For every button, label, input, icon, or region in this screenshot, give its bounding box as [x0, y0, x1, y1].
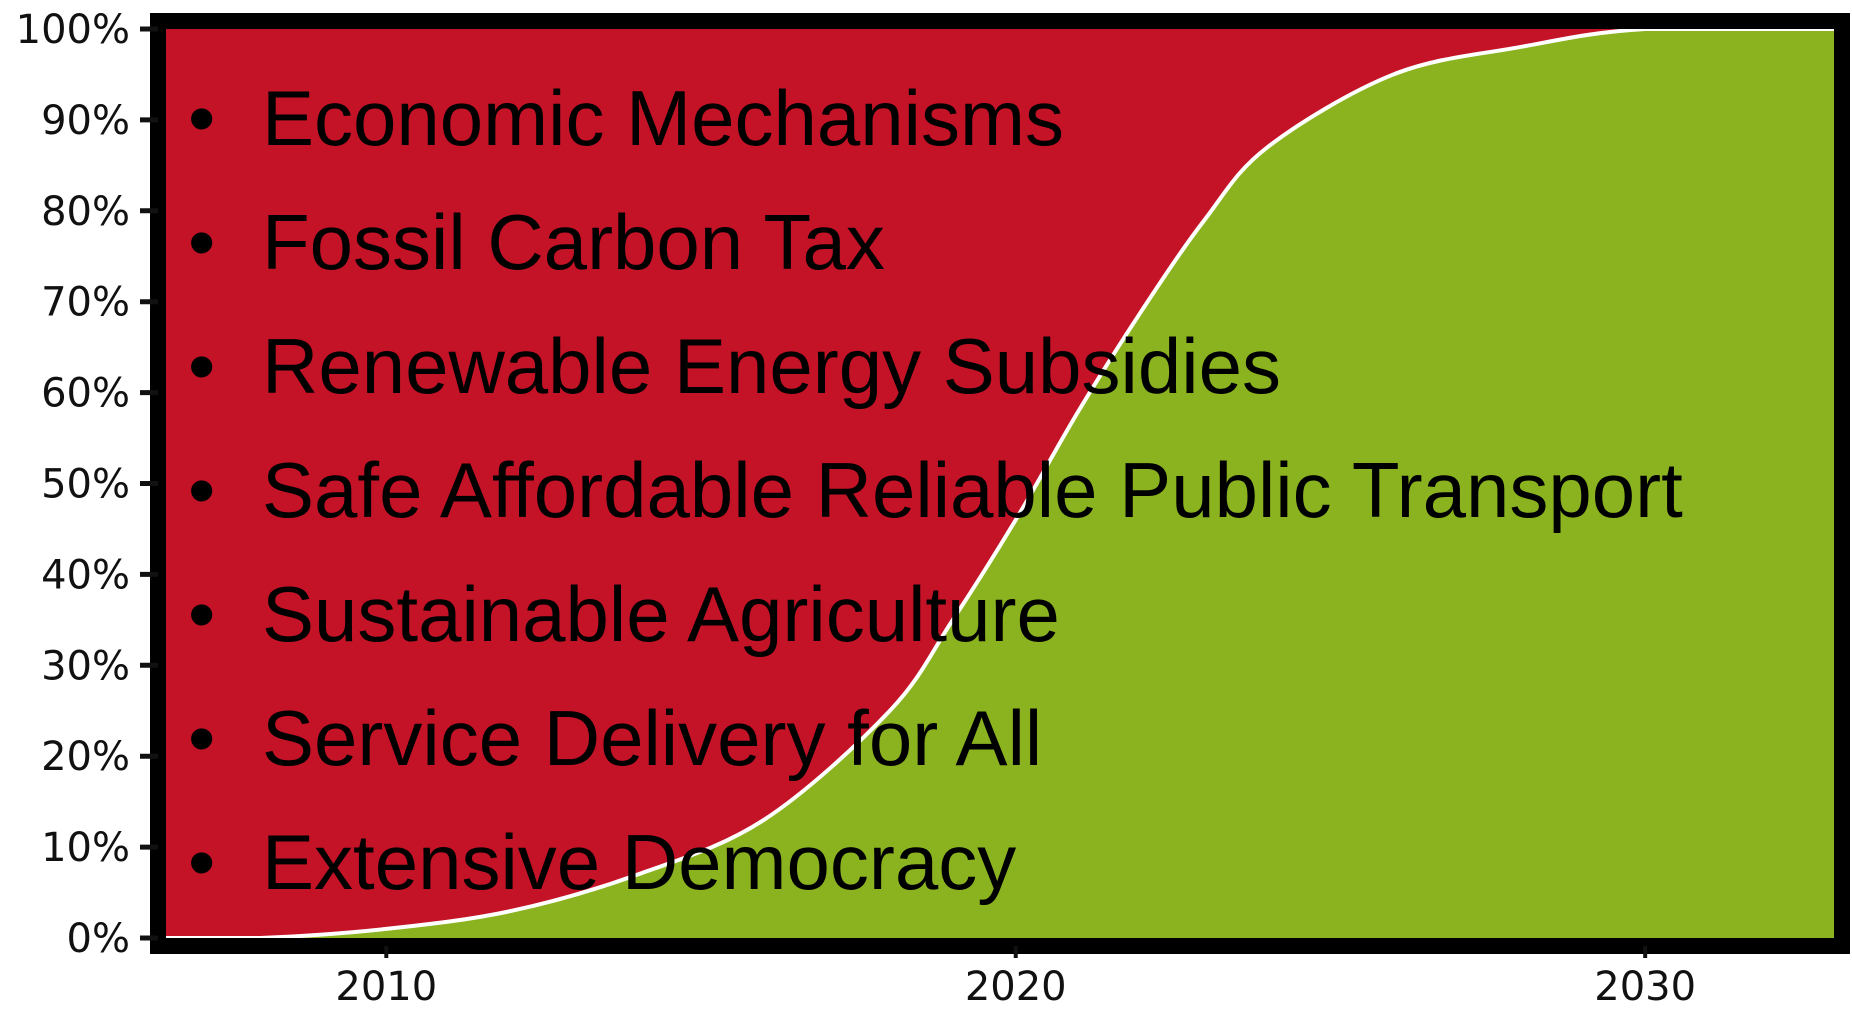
- annotation-item: Renewable Energy Subsidies: [262, 322, 1281, 410]
- x-tick-label: 2030: [1594, 964, 1696, 1010]
- annotation-item: Extensive Democracy: [262, 818, 1016, 906]
- y-tick-label: 50%: [41, 462, 130, 508]
- annotation-bullet: •: [188, 74, 215, 162]
- annotation-bullet: •: [188, 818, 215, 906]
- y-tick-label: 60%: [41, 371, 130, 417]
- annotation-item: Service Delivery for All: [262, 694, 1042, 782]
- y-tick-label: 40%: [41, 552, 130, 598]
- y-tick-label: 80%: [41, 189, 130, 235]
- x-tick-label: 2010: [335, 964, 437, 1010]
- annotation-list: • Economic Mechanisms • Fossil Carbon Tax • R…: [188, 74, 1683, 906]
- annotation-item: Fossil Carbon Tax: [262, 198, 885, 286]
- y-tick-label: 20%: [41, 734, 130, 780]
- annotation-bullet: •: [188, 570, 215, 658]
- y-tick-label: 70%: [41, 280, 130, 326]
- annotation-bullet: •: [188, 198, 215, 286]
- y-tick-label: 90%: [41, 98, 130, 144]
- y-tick-label: 30%: [41, 643, 130, 689]
- annotation-bullet: •: [188, 694, 215, 782]
- annotation-bullet: •: [188, 322, 215, 410]
- x-axis: 2010 2020 2030: [335, 946, 1696, 1010]
- annotation-item: Safe Affordable Reliable Public Transpor…: [262, 446, 1683, 534]
- x-tick-label: 2020: [965, 964, 1067, 1010]
- boundary-curve: [166, 26, 1850, 941]
- annotation-item: Sustainable Agriculture: [262, 570, 1060, 658]
- y-axis: 0% 10% 20% 30% 40% 50% 60% 70% 80% 90% 100%: [16, 7, 158, 962]
- area-upper-series: [166, 29, 1848, 938]
- y-tick-label: 10%: [41, 825, 130, 871]
- area-lower-series: [166, 29, 1848, 938]
- plot-areas: [166, 29, 1848, 938]
- y-tick-label: 0%: [67, 916, 130, 962]
- y-tick-label: 100%: [16, 7, 130, 53]
- annotation-bullet: •: [188, 446, 215, 534]
- annotation-item: Economic Mechanisms: [262, 74, 1064, 162]
- boundary-line: [166, 26, 1850, 941]
